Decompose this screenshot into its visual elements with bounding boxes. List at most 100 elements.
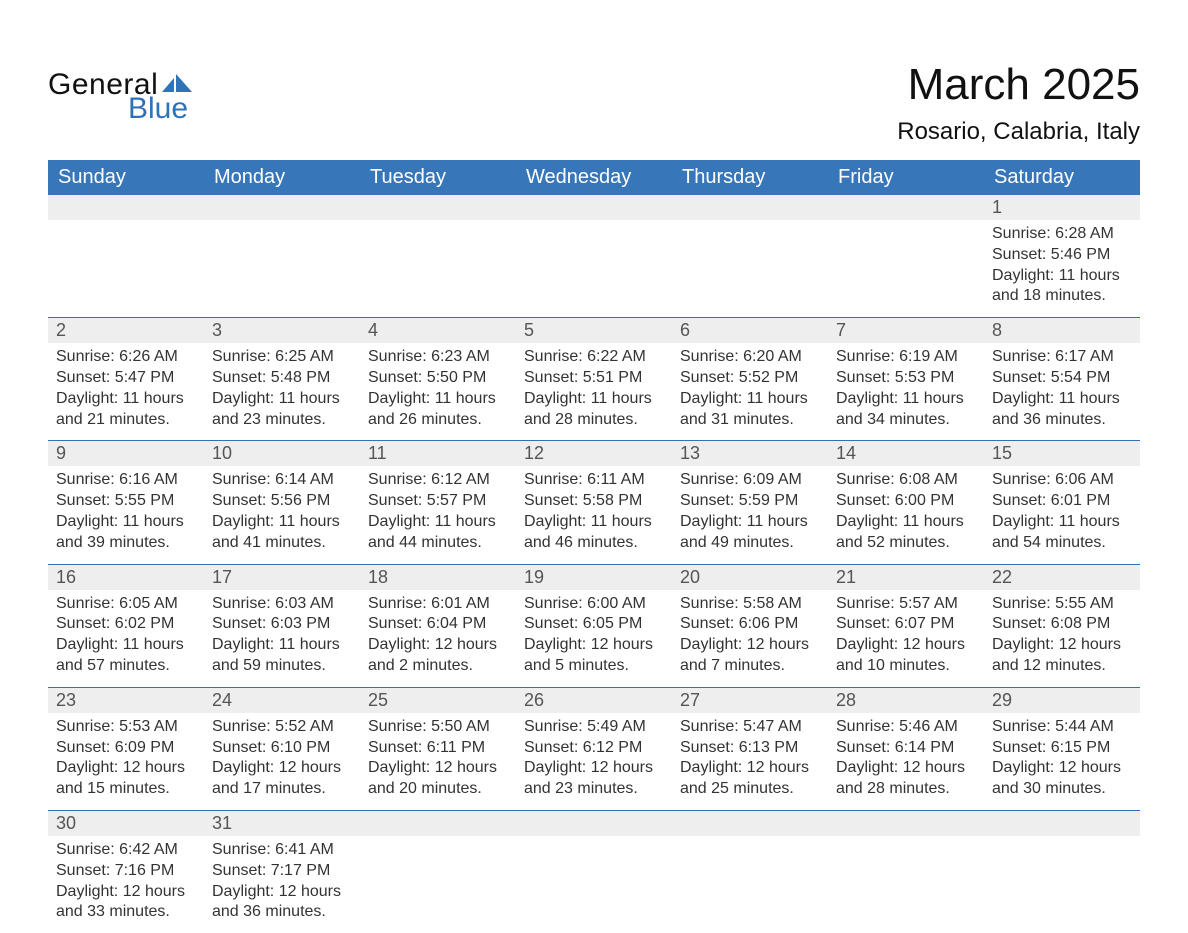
day-sr: Sunrise: 6:23 AM xyxy=(368,347,508,368)
calendar-table: Sunday Monday Tuesday Wednesday Thursday… xyxy=(48,160,1140,933)
day-detail-cell: Sunrise: 5:55 AMSunset: 6:08 PMDaylight:… xyxy=(984,590,1140,688)
calendar-header-row: Sunday Monday Tuesday Wednesday Thursday… xyxy=(48,160,1140,195)
day-d2: and 31 minutes. xyxy=(680,410,820,431)
day-d2: and 39 minutes. xyxy=(56,533,196,554)
day-ss: Sunset: 5:55 PM xyxy=(56,491,196,512)
day-sr: Sunrise: 5:44 AM xyxy=(992,717,1132,738)
day-detail-cell xyxy=(672,836,828,933)
calendar-week-detail-row: Sunrise: 6:05 AMSunset: 6:02 PMDaylight:… xyxy=(48,590,1140,688)
day-detail-cell: Sunrise: 6:19 AMSunset: 5:53 PMDaylight:… xyxy=(828,343,984,441)
day-detail-cell xyxy=(828,220,984,318)
day-d1: Daylight: 11 hours xyxy=(56,389,196,410)
location-subtitle: Rosario, Calabria, Italy xyxy=(48,118,1140,146)
day-d1: Daylight: 11 hours xyxy=(212,635,352,656)
day-d1: Daylight: 11 hours xyxy=(836,512,976,533)
day-d2: and 5 minutes. xyxy=(524,656,664,677)
day-d1: Daylight: 12 hours xyxy=(992,758,1132,779)
day-d1: Daylight: 11 hours xyxy=(680,389,820,410)
day-number-cell xyxy=(204,195,360,220)
day-detail-cell: Sunrise: 6:14 AMSunset: 5:56 PMDaylight:… xyxy=(204,466,360,564)
day-d1: Daylight: 12 hours xyxy=(680,635,820,656)
day-number-cell: 28 xyxy=(828,687,984,713)
day-d2: and 18 minutes. xyxy=(992,286,1132,307)
day-d2: and 44 minutes. xyxy=(368,533,508,554)
day-sr: Sunrise: 5:50 AM xyxy=(368,717,508,738)
month-title: March 2025 xyxy=(48,60,1140,110)
day-sr: Sunrise: 6:22 AM xyxy=(524,347,664,368)
day-detail-cell: Sunrise: 5:44 AMSunset: 6:15 PMDaylight:… xyxy=(984,713,1140,811)
day-detail-cell: Sunrise: 6:12 AMSunset: 5:57 PMDaylight:… xyxy=(360,466,516,564)
day-detail-cell xyxy=(984,836,1140,933)
title-block: March 2025 Rosario, Calabria, Italy xyxy=(48,60,1140,146)
day-detail-cell: Sunrise: 6:28 AMSunset: 5:46 PMDaylight:… xyxy=(984,220,1140,318)
calendar-week-detail-row: Sunrise: 6:42 AMSunset: 7:16 PMDaylight:… xyxy=(48,836,1140,933)
day-d2: and 28 minutes. xyxy=(836,779,976,800)
col-header: Friday xyxy=(828,160,984,195)
col-header: Thursday xyxy=(672,160,828,195)
day-d2: and 30 minutes. xyxy=(992,779,1132,800)
day-d1: Daylight: 11 hours xyxy=(680,512,820,533)
calendar-week-daynum-row: 16171819202122 xyxy=(48,564,1140,590)
day-detail-cell: Sunrise: 5:47 AMSunset: 6:13 PMDaylight:… xyxy=(672,713,828,811)
day-number-cell xyxy=(828,810,984,836)
day-sr: Sunrise: 6:25 AM xyxy=(212,347,352,368)
brand-word-2: Blue xyxy=(128,94,192,124)
day-sr: Sunrise: 6:12 AM xyxy=(368,470,508,491)
day-ss: Sunset: 6:02 PM xyxy=(56,614,196,635)
day-sr: Sunrise: 6:16 AM xyxy=(56,470,196,491)
day-detail-cell: Sunrise: 5:46 AMSunset: 6:14 PMDaylight:… xyxy=(828,713,984,811)
day-number-cell: 9 xyxy=(48,441,204,467)
day-number-cell: 24 xyxy=(204,687,360,713)
day-d1: Daylight: 11 hours xyxy=(992,512,1132,533)
day-d1: Daylight: 11 hours xyxy=(56,512,196,533)
day-d2: and 33 minutes. xyxy=(56,902,196,923)
day-ss: Sunset: 6:14 PM xyxy=(836,738,976,759)
day-sr: Sunrise: 6:41 AM xyxy=(212,840,352,861)
calendar-week-daynum-row: 9101112131415 xyxy=(48,441,1140,467)
calendar-week-daynum-row: 3031 xyxy=(48,810,1140,836)
day-detail-cell: Sunrise: 6:06 AMSunset: 6:01 PMDaylight:… xyxy=(984,466,1140,564)
day-d2: and 54 minutes. xyxy=(992,533,1132,554)
day-ss: Sunset: 6:07 PM xyxy=(836,614,976,635)
day-sr: Sunrise: 6:26 AM xyxy=(56,347,196,368)
day-ss: Sunset: 5:46 PM xyxy=(992,245,1132,266)
day-number-cell: 19 xyxy=(516,564,672,590)
day-detail-cell: Sunrise: 5:49 AMSunset: 6:12 PMDaylight:… xyxy=(516,713,672,811)
day-d1: Daylight: 12 hours xyxy=(524,758,664,779)
day-number-cell: 18 xyxy=(360,564,516,590)
day-d1: Daylight: 12 hours xyxy=(212,758,352,779)
day-number-cell: 13 xyxy=(672,441,828,467)
day-ss: Sunset: 5:58 PM xyxy=(524,491,664,512)
day-d2: and 23 minutes. xyxy=(524,779,664,800)
day-sr: Sunrise: 6:08 AM xyxy=(836,470,976,491)
day-d1: Daylight: 12 hours xyxy=(524,635,664,656)
day-number-cell: 29 xyxy=(984,687,1140,713)
day-number-cell: 6 xyxy=(672,318,828,344)
day-detail-cell xyxy=(48,220,204,318)
day-number-cell: 4 xyxy=(360,318,516,344)
day-d2: and 20 minutes. xyxy=(368,779,508,800)
brand-logo: General Blue xyxy=(48,70,192,124)
day-ss: Sunset: 6:06 PM xyxy=(680,614,820,635)
day-sr: Sunrise: 5:46 AM xyxy=(836,717,976,738)
calendar-week-detail-row: Sunrise: 5:53 AMSunset: 6:09 PMDaylight:… xyxy=(48,713,1140,811)
col-header: Tuesday xyxy=(360,160,516,195)
day-number-cell: 20 xyxy=(672,564,828,590)
day-d2: and 2 minutes. xyxy=(368,656,508,677)
day-detail-cell: Sunrise: 6:11 AMSunset: 5:58 PMDaylight:… xyxy=(516,466,672,564)
calendar-body: 1 Sunrise: 6:28 AMSunset: 5:46 PMDayligh… xyxy=(48,195,1140,933)
day-detail-cell: Sunrise: 6:17 AMSunset: 5:54 PMDaylight:… xyxy=(984,343,1140,441)
day-d1: Daylight: 11 hours xyxy=(56,635,196,656)
day-ss: Sunset: 5:54 PM xyxy=(992,368,1132,389)
calendar-week-daynum-row: 2345678 xyxy=(48,318,1140,344)
day-ss: Sunset: 6:15 PM xyxy=(992,738,1132,759)
day-number-cell xyxy=(516,810,672,836)
day-d1: Daylight: 12 hours xyxy=(680,758,820,779)
day-number-cell: 22 xyxy=(984,564,1140,590)
day-sr: Sunrise: 6:11 AM xyxy=(524,470,664,491)
day-number-cell xyxy=(984,810,1140,836)
day-ss: Sunset: 6:05 PM xyxy=(524,614,664,635)
day-detail-cell: Sunrise: 6:23 AMSunset: 5:50 PMDaylight:… xyxy=(360,343,516,441)
day-detail-cell: Sunrise: 6:16 AMSunset: 5:55 PMDaylight:… xyxy=(48,466,204,564)
col-header: Saturday xyxy=(984,160,1140,195)
